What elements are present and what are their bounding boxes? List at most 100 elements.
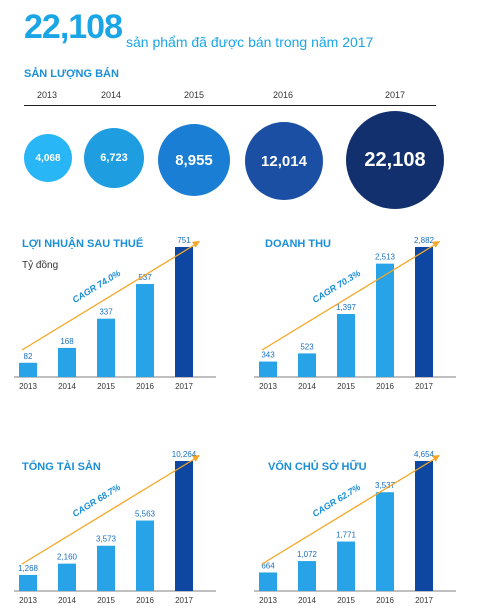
bar-equity-2013: [259, 572, 277, 591]
tick-label-revenue-2016: 2016: [376, 382, 394, 391]
sales-year-2015: 2015: [183, 90, 205, 100]
value-label-profit-2013: 82: [24, 352, 33, 361]
tick-label-assets-2016: 2016: [136, 596, 154, 605]
bar-assets-2015: [97, 545, 115, 591]
tick-label-equity-2013: 2013: [259, 596, 277, 605]
chart-title-profit: LỢI NHUẬN SAU THUẾ: [22, 238, 144, 250]
chart-assets: 1,268 2013 2,160 2014 3,573 2015 5,563 2016 10,2…: [14, 450, 216, 605]
bar-profit-2013: [19, 362, 37, 377]
bar-profit-2015: [97, 318, 115, 377]
tick-label-assets-2017: 2017: [175, 596, 193, 605]
chart-revenue: 343 2013 523 2014 1,397 2015 2,513 2016 2,882 201…: [254, 236, 456, 391]
cagr-arrow-equity: [261, 457, 437, 565]
sales-value-2013: 4,068: [35, 152, 61, 164]
cagr-label-assets: CAGR 68.7%: [71, 482, 123, 519]
cagr-arrowhead-assets: [192, 455, 200, 462]
sales-value-2017: 22,108: [364, 148, 426, 171]
chart-title-revenue: DOANH THU: [265, 238, 331, 250]
cagr-arrow-profit: [21, 243, 197, 351]
tick-label-profit-2015: 2015: [97, 382, 115, 391]
bar-assets-2016: [136, 520, 154, 591]
cagr-label-equity: CAGR 62.7%: [311, 482, 363, 519]
sales-year-2013: 2013: [36, 90, 58, 100]
bar-revenue-2016: [376, 263, 394, 377]
bar-revenue-2015: [337, 313, 355, 377]
value-label-revenue-2015: 1,397: [336, 303, 357, 312]
cagr-arrowhead-profit: [192, 241, 200, 248]
tick-label-profit-2016: 2016: [136, 382, 154, 391]
sales-bubble-2016: 12,014: [245, 122, 323, 200]
value-label-assets-2016: 5,563: [135, 510, 156, 519]
value-label-revenue-2016: 2,513: [375, 253, 396, 262]
tick-label-equity-2016: 2016: [376, 596, 394, 605]
chart-title-equity: VỐN CHỦ SỞ HỮU: [268, 461, 367, 473]
sales-bubble-2015: 8,955: [158, 124, 230, 196]
cagr-label-profit: CAGR 74.0%: [71, 268, 123, 305]
tick-label-assets-2015: 2015: [97, 596, 115, 605]
bar-equity-2015: [337, 541, 355, 591]
bar-profit-2017: [175, 247, 193, 377]
value-label-equity-2013: 664: [261, 561, 275, 570]
bar-equity-2014: [298, 561, 316, 591]
sales-bubble-2017: 22,108: [346, 111, 444, 209]
value-label-profit-2015: 337: [99, 308, 113, 317]
headline-text: sản phẩm đã được bán trong năm 2017: [126, 34, 374, 50]
chart-profit: 82 2013 168 2014 337 2015 537 2016 751 2017 CAGR 7…: [14, 236, 216, 391]
value-label-assets-2015: 3,573: [96, 535, 117, 544]
value-label-revenue-2014: 523: [300, 342, 314, 351]
cagr-arrow-revenue: [261, 243, 437, 351]
bar-assets-2013: [19, 574, 37, 591]
value-label-assets-2014: 2,160: [57, 553, 78, 562]
sales-bubble-2013: 4,068: [24, 134, 72, 182]
tick-label-profit-2017: 2017: [175, 382, 193, 391]
value-label-profit-2014: 168: [60, 337, 74, 346]
chart-unit-profit: Tỷ đồng: [22, 260, 59, 271]
bar-revenue-2017: [415, 247, 433, 377]
sales-year-2017: 2017: [384, 90, 406, 100]
value-label-equity-2015: 1,771: [336, 531, 357, 540]
bar-revenue-2013: [259, 361, 277, 377]
value-label-revenue-2017: 2,882: [414, 236, 435, 245]
chart-equity: 664 2013 1,072 2014 1,771 2015 3,537 2016 4,654 2…: [254, 450, 456, 605]
tick-label-revenue-2015: 2015: [337, 382, 355, 391]
sales-bubble-2014: 6,723: [84, 128, 144, 188]
tick-label-equity-2014: 2014: [298, 596, 316, 605]
value-label-assets-2013: 1,268: [18, 564, 39, 573]
value-label-equity-2017: 4,654: [414, 450, 435, 459]
bar-profit-2016: [136, 284, 154, 377]
bar-profit-2014: [58, 347, 76, 377]
sales-value-2015: 8,955: [175, 151, 213, 169]
tick-label-profit-2014: 2014: [58, 382, 76, 391]
cagr-arrowhead-revenue: [432, 241, 440, 248]
cagr-arrow-assets: [21, 457, 197, 565]
cagr-label-revenue: CAGR 70.3%: [311, 268, 363, 305]
tick-label-revenue-2017: 2017: [415, 382, 433, 391]
sales-value-2016: 12,014: [261, 152, 307, 170]
value-label-revenue-2013: 343: [261, 351, 275, 360]
cagr-arrowhead-equity: [432, 455, 440, 462]
value-label-equity-2014: 1,072: [297, 550, 318, 559]
sales-title: SẢN LƯỢNG BÁN: [24, 68, 119, 80]
tick-label-revenue-2013: 2013: [259, 382, 277, 391]
bar-equity-2016: [376, 492, 394, 591]
sales-year-2016: 2016: [272, 90, 294, 100]
bar-revenue-2014: [298, 353, 316, 377]
chart-title-assets: TỔNG TÀI SẢN: [22, 461, 101, 473]
tick-label-equity-2017: 2017: [415, 596, 433, 605]
tick-label-assets-2013: 2013: [19, 596, 37, 605]
value-label-equity-2016: 3,537: [375, 481, 396, 490]
sales-divider: [24, 105, 436, 106]
value-label-profit-2017: 751: [177, 236, 191, 245]
bar-equity-2017: [415, 461, 433, 591]
sales-year-2014: 2014: [100, 90, 122, 100]
tick-label-profit-2013: 2013: [19, 382, 37, 391]
sales-value-2014: 6,723: [100, 152, 128, 164]
bar-assets-2014: [58, 563, 76, 591]
bar-assets-2017: [175, 461, 193, 591]
value-label-assets-2017: 10,264: [172, 450, 197, 459]
headline-number: 22,108: [24, 8, 123, 46]
tick-label-assets-2014: 2014: [58, 596, 76, 605]
tick-label-revenue-2014: 2014: [298, 382, 316, 391]
tick-label-equity-2015: 2015: [337, 596, 355, 605]
value-label-profit-2016: 537: [138, 273, 152, 282]
